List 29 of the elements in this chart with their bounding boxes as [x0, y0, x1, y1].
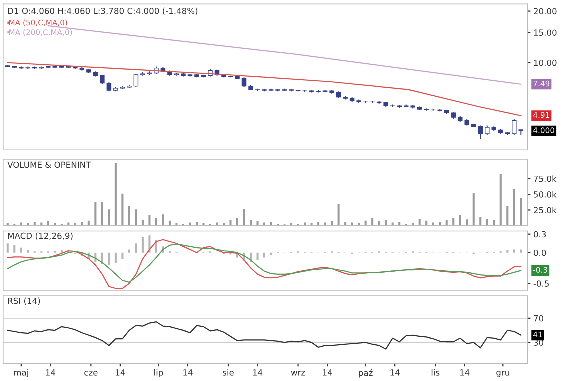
chart-title: MACD (12,26,9) [8, 232, 73, 240]
x-tick-label: wrz [291, 371, 306, 376]
y-tick-label: 50.0k [534, 191, 557, 198]
y-tick-label: 20.00 [534, 8, 557, 15]
x-tick-label: paź [359, 369, 373, 378]
x-tick-label: lis [432, 369, 440, 376]
x-tick-label: gru [496, 371, 510, 378]
y-tick-label: -0.5 [534, 280, 549, 287]
y-tick-label: 70 [534, 315, 544, 322]
x-tick-label: maj [14, 369, 28, 378]
x-tick-label: sie [223, 369, 234, 376]
x-tick-label: 14 [253, 370, 263, 376]
chart-title: RSI (14) [8, 298, 40, 306]
chart-title: VOLUME & OPENINT [8, 162, 92, 168]
x-tick-label: 14 [46, 370, 56, 376]
x-tick-label: lip [154, 369, 164, 378]
x-tick-label: 14 [116, 370, 126, 376]
y-tick-label: 0.3 [534, 231, 546, 238]
chart-title: D1 O:4.060 H:4.060 L:3.780 C:4.000 (-1.48%) [8, 8, 198, 16]
x-tick-label: 14 [460, 370, 470, 376]
x-tick-label: cze [84, 371, 98, 376]
x-tick-label: 14 [390, 370, 400, 376]
y-tick-label: 25.0k [534, 207, 557, 214]
x-tick-label: 14 [184, 370, 193, 376]
x-tick-label: 14 [323, 370, 332, 376]
y-tick-label: 0.0 [534, 250, 546, 256]
y-tick-label: 10.00 [534, 60, 557, 66]
y-tick-label: 15.00 [534, 30, 557, 36]
y-tick-label: 75.0k [534, 176, 557, 182]
